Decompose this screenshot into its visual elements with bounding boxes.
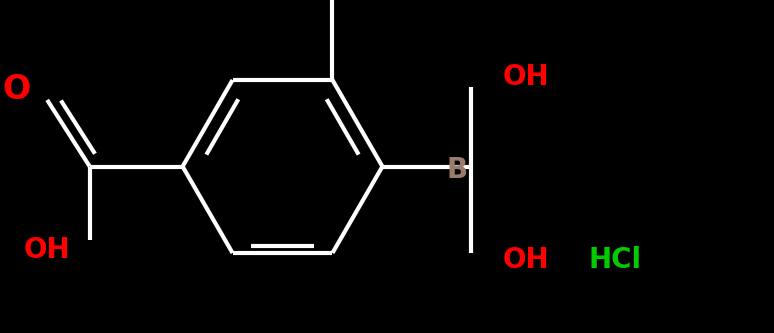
Text: OH: OH (502, 63, 549, 91)
Text: B: B (447, 156, 467, 184)
Text: OH: OH (24, 236, 70, 264)
Text: HCl: HCl (588, 246, 642, 274)
Text: O: O (2, 73, 30, 107)
Text: OH: OH (502, 246, 549, 274)
